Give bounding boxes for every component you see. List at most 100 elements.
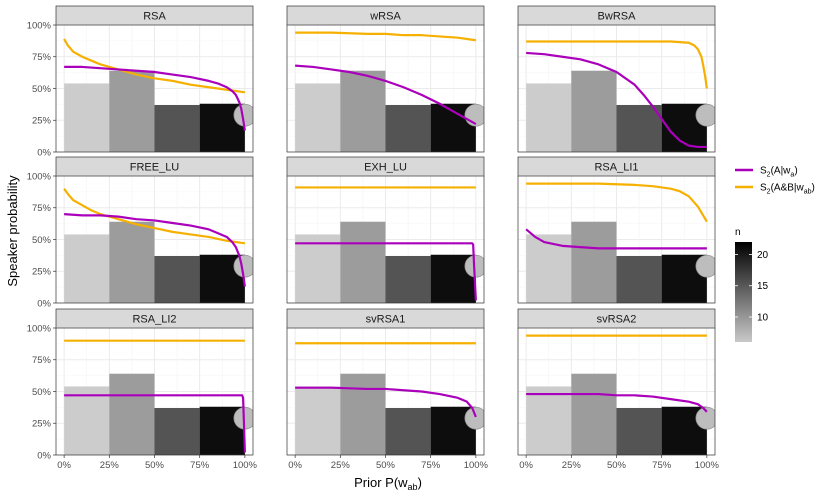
facet-title: RSA	[143, 11, 166, 23]
facet-panels: RSA wRSA BwRSA FREE_LU EXH_LU RSA_LI1 RSA_LI2 s…	[55, 5, 716, 456]
data-bar	[109, 70, 155, 152]
end-point-marker	[233, 103, 253, 127]
panel-border	[517, 175, 716, 304]
facet-title: svRSA2	[597, 314, 637, 326]
x-tick-label: 100%	[464, 460, 489, 471]
end-point-marker	[695, 103, 715, 127]
facet-svrsa1: svRSA1	[286, 308, 485, 456]
x-tick-label: 75%	[652, 460, 672, 471]
data-bar	[385, 256, 431, 303]
data-bar	[385, 408, 431, 455]
end-point-marker	[695, 406, 715, 430]
y-tick-label: 0%	[37, 147, 51, 158]
data-bar	[340, 70, 386, 152]
x-tick-label: 75%	[190, 460, 210, 471]
data-bar	[295, 234, 341, 303]
facet-rsa-li1: RSA_LI1	[517, 156, 716, 304]
x-axis-title: Prior P(wab)	[354, 475, 422, 492]
y-tick-label: 0%	[37, 298, 51, 309]
facet-title: BwRSA	[598, 11, 637, 23]
facet-svrsa2: svRSA2	[517, 308, 716, 456]
x-tick-label: 100%	[233, 460, 258, 471]
data-bar	[340, 221, 386, 303]
facet-title: FREE_LU	[130, 162, 180, 174]
legend-n-title: n	[735, 227, 741, 238]
panel-border	[517, 24, 716, 153]
x-tick-label: 75%	[421, 460, 441, 471]
facet-free-lu: FREE_LU	[55, 156, 254, 304]
data-bar	[571, 221, 617, 303]
data-bar	[295, 83, 341, 152]
series-line-s2-ab	[295, 31, 477, 42]
data-bar	[64, 386, 110, 455]
y-tick-label: 75%	[32, 52, 52, 63]
data-bar	[616, 256, 662, 303]
series-line-s2-a	[295, 242, 477, 301]
y-tick-label: 50%	[32, 235, 52, 246]
x-tick-label: 25%	[331, 460, 351, 471]
y-tick-label: 75%	[32, 203, 52, 214]
series-line-s2-ab	[526, 40, 708, 89]
y-tick-label: 25%	[32, 419, 52, 430]
y-tick-label: 25%	[32, 116, 52, 127]
data-bar	[616, 105, 662, 152]
x-tick-label: 0%	[519, 460, 533, 471]
series-line-s2-a	[526, 51, 707, 149]
series-line-s2-ab	[63, 38, 246, 94]
y-tick-label: 100%	[27, 20, 52, 31]
data-bar	[526, 386, 572, 455]
x-tick-label: 0%	[57, 460, 71, 471]
end-point-marker	[464, 254, 484, 278]
y-tick-label: 100%	[27, 171, 52, 182]
series-line-s2-a	[64, 65, 246, 131]
series-line-s2-a	[64, 213, 246, 287]
facet-wrsa: wRSA	[286, 5, 485, 153]
x-tick-label: 50%	[376, 460, 396, 471]
data-bar	[154, 408, 200, 455]
series-line-s2-a	[64, 394, 246, 453]
x-tick-label: 50%	[607, 460, 627, 471]
facet-title: EXH_LU	[364, 162, 407, 174]
series-line-s2-a	[295, 64, 477, 126]
facet-title: RSA_LI1	[594, 162, 638, 174]
facet-bwrsa: BwRSA	[517, 5, 716, 153]
legend-colorbar-label: 10	[757, 312, 769, 323]
series-line-s2-ab	[63, 188, 246, 245]
data-bar	[295, 386, 341, 455]
axes: 0% 25% 50% 75% 100% 0% 25% 50% 75% 100% 0% 25% 50% 75…	[5, 20, 720, 492]
data-bar	[109, 221, 155, 303]
y-tick-label: 100%	[27, 323, 52, 334]
x-tick-label: 25%	[100, 460, 120, 471]
series-line-s2-a	[525, 228, 707, 250]
y-tick-label: 50%	[32, 387, 52, 398]
panel-border	[286, 24, 485, 153]
legend: S2(A|wa) S2(A&B|wab) n 10 15 20	[735, 166, 815, 342]
legend-label: S2(A&B|wab)	[760, 183, 815, 196]
data-bar	[571, 373, 617, 455]
data-bar	[616, 408, 662, 455]
data-bar	[385, 105, 431, 152]
facet-title: RSA_LI2	[132, 314, 176, 326]
legend-colorbar-label: 20	[757, 250, 769, 261]
end-point-marker	[233, 254, 253, 278]
series-line-s2-a	[295, 386, 477, 418]
facet-rsa-li2: RSA_LI2	[55, 308, 254, 456]
facet-title: svRSA1	[366, 314, 406, 326]
y-tick-label: 50%	[32, 84, 52, 95]
facet-rsa: RSA	[55, 5, 254, 153]
panel-border	[286, 175, 485, 304]
data-bar	[340, 373, 386, 455]
y-tick-label: 0%	[37, 450, 51, 461]
y-tick-label: 75%	[32, 355, 52, 366]
data-bar	[64, 234, 110, 303]
facet-exh-lu: EXH_LU	[286, 156, 485, 304]
data-bar	[526, 83, 572, 152]
legend-colorbar	[735, 242, 752, 342]
y-tick-label: 25%	[32, 267, 52, 278]
end-point-marker	[695, 254, 715, 278]
legend-colorbar-label: 15	[757, 281, 769, 292]
data-bar	[154, 256, 200, 303]
x-tick-label: 25%	[562, 460, 582, 471]
y-axis-title: Speaker probability	[5, 175, 20, 287]
